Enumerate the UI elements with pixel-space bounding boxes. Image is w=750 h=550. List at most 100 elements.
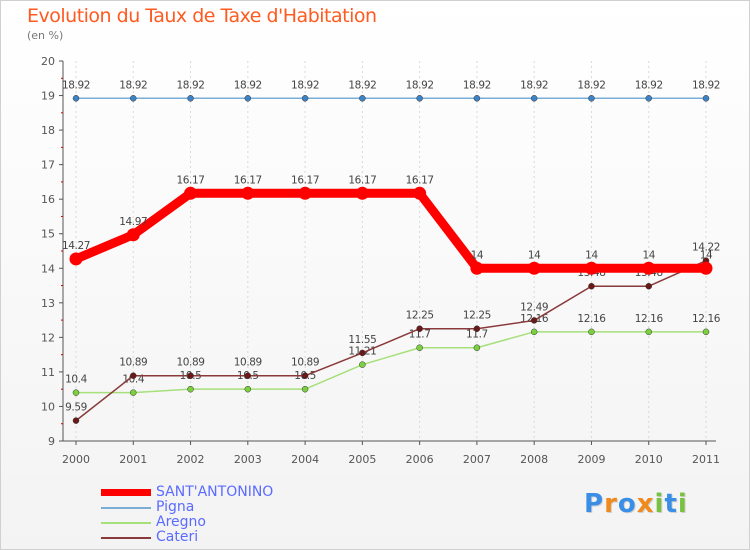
- proxiti-logo: Proxiti: [584, 489, 688, 519]
- data-label: 18.92: [406, 79, 434, 91]
- x-tick-label: 2009: [577, 453, 605, 466]
- data-point: [69, 252, 83, 266]
- y-tick-label: 14: [41, 262, 55, 275]
- data-point: [241, 186, 255, 200]
- logo-letter: P: [584, 489, 605, 519]
- x-tick-label: 2010: [635, 453, 663, 466]
- y-tick-label: 16: [41, 193, 55, 206]
- y-tick-label: 10: [41, 400, 55, 413]
- data-label: 18.92: [577, 79, 605, 91]
- data-label: 10.4: [65, 374, 87, 386]
- data-label: 12.25: [463, 310, 491, 322]
- data-point: [642, 261, 656, 275]
- data-label: 16.17: [291, 174, 319, 186]
- data-point: [645, 95, 652, 102]
- data-point: [301, 95, 309, 102]
- data-point: [126, 228, 140, 242]
- legend-swatch: [101, 507, 151, 509]
- legend-swatch: [101, 537, 151, 539]
- data-point: [645, 328, 652, 336]
- data-label: 18.92: [692, 79, 720, 91]
- data-label: 18.92: [520, 79, 548, 91]
- data-label: 10.89: [119, 357, 147, 369]
- data-point: [130, 95, 137, 102]
- x-tick-label: 2001: [119, 453, 147, 466]
- data-label: 18.92: [62, 79, 90, 91]
- data-label: 10.89: [234, 357, 262, 369]
- x-tick-label: 2005: [348, 453, 376, 466]
- logo-letter: r: [604, 489, 618, 519]
- data-point: [130, 389, 137, 396]
- data-label: 14: [471, 249, 484, 261]
- x-tick-label: 2000: [62, 453, 90, 466]
- x-tick-label: 2003: [234, 453, 262, 466]
- data-label: 12.16: [692, 313, 721, 325]
- legend-label: Aregno: [156, 514, 206, 530]
- data-point: [588, 282, 595, 290]
- x-tick-label: 2011: [692, 453, 720, 466]
- data-point: [530, 317, 538, 324]
- data-label: 18.92: [635, 79, 663, 91]
- data-point: [416, 325, 423, 332]
- data-label: 18.92: [177, 79, 205, 91]
- x-tick-label: 2002: [177, 453, 205, 466]
- data-label: 9.59: [65, 402, 87, 414]
- data-point: [359, 361, 366, 368]
- data-label: 16.17: [177, 174, 205, 186]
- data-label: 16.17: [234, 174, 262, 186]
- data-point: [184, 186, 198, 200]
- data-point: [416, 344, 423, 351]
- data-label: 12.25: [406, 310, 434, 322]
- x-tick-label: 2006: [406, 453, 434, 466]
- chart-subtitle: (en %): [27, 29, 64, 42]
- data-label: 14: [642, 249, 655, 261]
- data-label: 14.22: [692, 242, 720, 254]
- data-point: [72, 389, 80, 396]
- y-tick-label: 12: [41, 331, 55, 344]
- chart-title: Evolution du Taux de Taxe d'Habitation: [27, 5, 377, 27]
- legend-label: Cateri: [156, 529, 199, 545]
- data-label: 14: [528, 249, 541, 261]
- data-point: [72, 95, 80, 102]
- series-line-santantonino: [74, 188, 706, 273]
- data-point: [244, 385, 252, 393]
- data-point: [473, 344, 481, 351]
- logo-letter: i: [654, 489, 665, 519]
- data-point: [355, 186, 369, 200]
- data-point: [301, 385, 309, 393]
- x-tick-label: 2004: [291, 453, 319, 466]
- logo-letter: t: [664, 489, 678, 519]
- data-point: [244, 372, 252, 379]
- series-line-cateri: [75, 259, 707, 422]
- data-label: 18.92: [463, 79, 491, 91]
- data-point: [244, 95, 252, 102]
- data-point: [530, 95, 538, 102]
- data-point: [130, 372, 137, 379]
- data-label: 18.92: [348, 79, 376, 91]
- data-label: 14: [700, 249, 713, 261]
- data-point: [187, 372, 194, 379]
- data-point: [584, 261, 598, 275]
- x-tick-label: 2008: [520, 453, 548, 466]
- data-label: 12.16: [577, 313, 606, 325]
- data-point: [359, 95, 366, 102]
- data-label: 16.17: [348, 174, 376, 186]
- y-tick-label: 19: [41, 90, 55, 103]
- data-point: [298, 186, 312, 200]
- data-point: [359, 349, 366, 357]
- y-tick-label: 9: [48, 435, 55, 448]
- y-tick-label: 11: [41, 366, 55, 379]
- series-line-aregno: [76, 331, 706, 394]
- data-point: [588, 95, 595, 102]
- data-point: [702, 95, 710, 102]
- data-label: 10.89: [291, 357, 319, 369]
- data-label: 10.89: [177, 357, 205, 369]
- data-point: [187, 95, 194, 102]
- data-label: 12.49: [520, 301, 548, 313]
- data-point: [416, 95, 423, 102]
- data-point: [699, 261, 713, 275]
- y-tick-label: 17: [41, 159, 55, 172]
- logo-letter: i: [677, 489, 688, 519]
